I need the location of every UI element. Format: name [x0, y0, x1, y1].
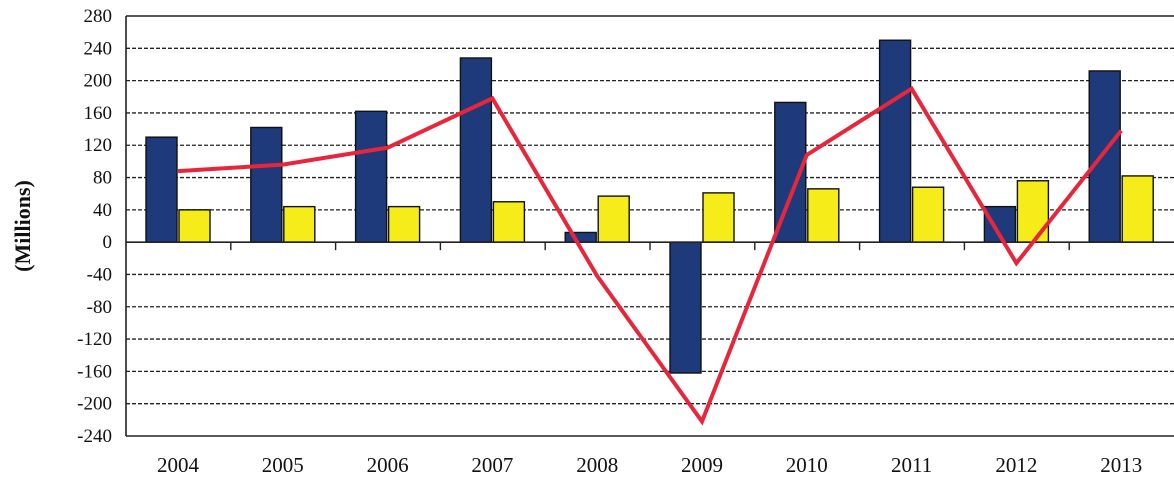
- y-tick-labels: 280 240 200 160 120 80 40 0 -40 -80 -120 -160 -200 -2…: [77, 6, 112, 447]
- x-tick-label: 2011: [891, 453, 932, 477]
- x-tick-label: 2007: [471, 453, 513, 477]
- bar-dark-blue: [250, 126, 283, 243]
- bar-yellow: [178, 209, 211, 243]
- bar-yellow: [911, 186, 945, 243]
- bar-yellow: [807, 188, 840, 243]
- x-tick-label: 2005: [262, 453, 304, 477]
- y-tick-label: 200: [84, 71, 113, 92]
- zero-axis: [126, 241, 1174, 251]
- y-tick-label: -80: [87, 297, 112, 318]
- bar-dark-blue: [354, 110, 388, 243]
- y-tick-label: -160: [77, 361, 112, 382]
- x-tick-label: 2009: [681, 453, 723, 477]
- bar-yellow: [1121, 175, 1154, 243]
- y-tick-label: -240: [77, 426, 112, 447]
- y-tick-label: 0: [103, 232, 113, 253]
- bar-dark-blue: [564, 231, 597, 243]
- x-tick-label: 2008: [576, 453, 618, 477]
- bar-dark-blue: [878, 39, 912, 243]
- y-tick-label: 280: [84, 6, 113, 27]
- y-tick-label: -120: [77, 329, 112, 350]
- y-axis-label: (Millions): [10, 180, 35, 272]
- y-tick-label: -40: [87, 264, 112, 285]
- y-tick-label: 80: [93, 168, 112, 189]
- bar-yellow: [492, 201, 526, 243]
- line-series-path: [177, 85, 1123, 426]
- bar-dark-blue: [669, 241, 702, 374]
- y-tick-label: 160: [84, 103, 113, 124]
- x-tick-label: 2013: [1100, 453, 1142, 477]
- bar-yellow: [387, 205, 421, 243]
- bar-dark-blue: [145, 136, 178, 243]
- y-tick-label: 40: [93, 200, 112, 221]
- bar-yellow: [283, 205, 316, 243]
- bar-dark-blue: [1088, 70, 1121, 243]
- x-tick-labels: 2004 2005 2006 2007 2008 2009 2010 2011 2012 2013: [157, 453, 1142, 477]
- bar-yellow: [1016, 180, 1050, 243]
- y-tick-label: 120: [84, 135, 113, 156]
- x-tick-label: 2006: [367, 453, 409, 477]
- bar-dark-blue: [459, 57, 493, 243]
- x-tick-label: 2010: [786, 453, 828, 477]
- x-tick-label: 2004: [157, 453, 200, 477]
- line-series: [177, 85, 1123, 426]
- y-tick-label: -200: [77, 394, 112, 415]
- x-tick-label: 2012: [995, 453, 1037, 477]
- bar-yellow: [597, 195, 630, 243]
- bars: [145, 39, 1154, 374]
- y-tick-label: 240: [84, 38, 113, 59]
- bar-yellow: [702, 192, 735, 243]
